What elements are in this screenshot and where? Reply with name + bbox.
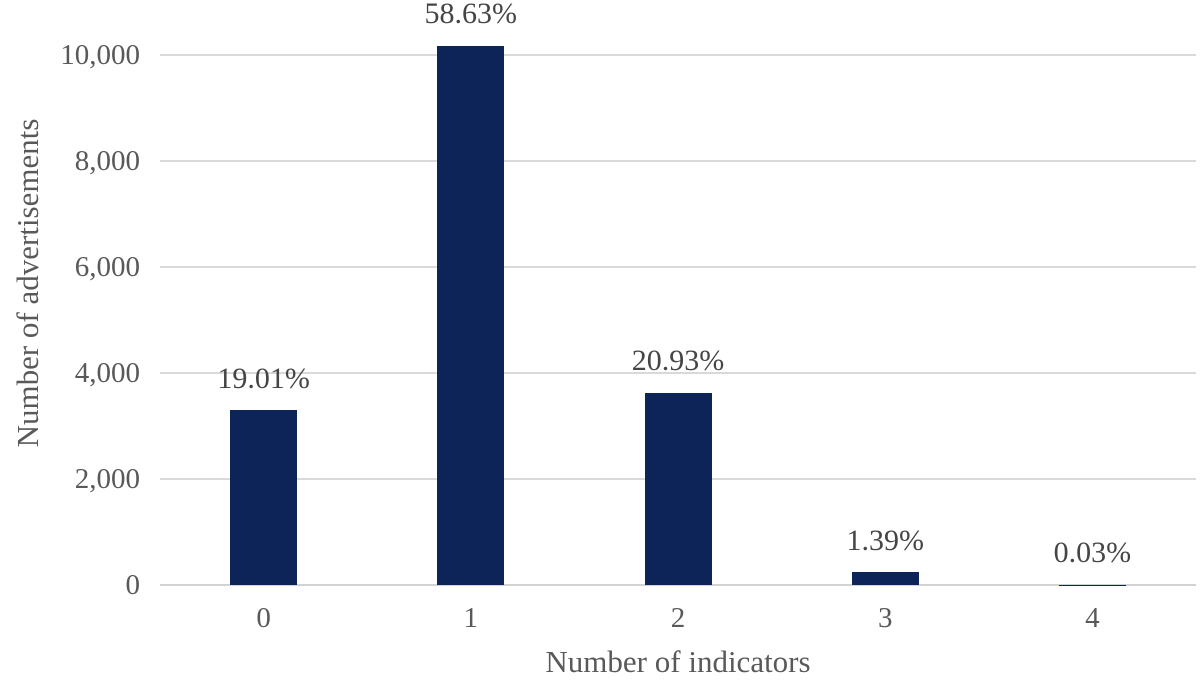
- bar: [851, 572, 919, 585]
- bar-value-label: 0.03%: [1053, 536, 1132, 570]
- bar-value-label: 1.39%: [846, 523, 924, 557]
- bar-value-label: 19.01%: [217, 361, 310, 395]
- gridline: [160, 266, 1196, 268]
- bar: [437, 45, 505, 585]
- y-tick-label: 8,000: [74, 145, 140, 177]
- y-tick-label: 6,000: [74, 251, 140, 283]
- x-tick-label: 3: [877, 602, 893, 634]
- x-tick-label: 4: [1085, 602, 1100, 634]
- x-tick-label: 2: [670, 602, 686, 634]
- bar-value-label: 20.93%: [631, 344, 725, 378]
- bar-value-label: 58.63%: [424, 0, 518, 31]
- x-axis-title: Number of indicators: [545, 644, 811, 679]
- bar: [230, 410, 298, 585]
- x-tick-label: 0: [256, 602, 271, 634]
- y-tick-label: 10,000: [60, 39, 140, 71]
- y-tick-label: 2,000: [74, 463, 140, 495]
- bar: [644, 392, 712, 585]
- y-tick-label: 4,000: [74, 357, 140, 389]
- x-axis-line: [160, 584, 1196, 586]
- gridline: [160, 54, 1196, 56]
- y-tick-label: 0: [125, 569, 141, 601]
- gridline: [160, 372, 1196, 374]
- plot-area: 19.01% 58.63% 20.93% 1.39% 0.03%: [160, 0, 1196, 586]
- gridline: [160, 160, 1196, 162]
- x-tick-label: 1: [463, 602, 479, 634]
